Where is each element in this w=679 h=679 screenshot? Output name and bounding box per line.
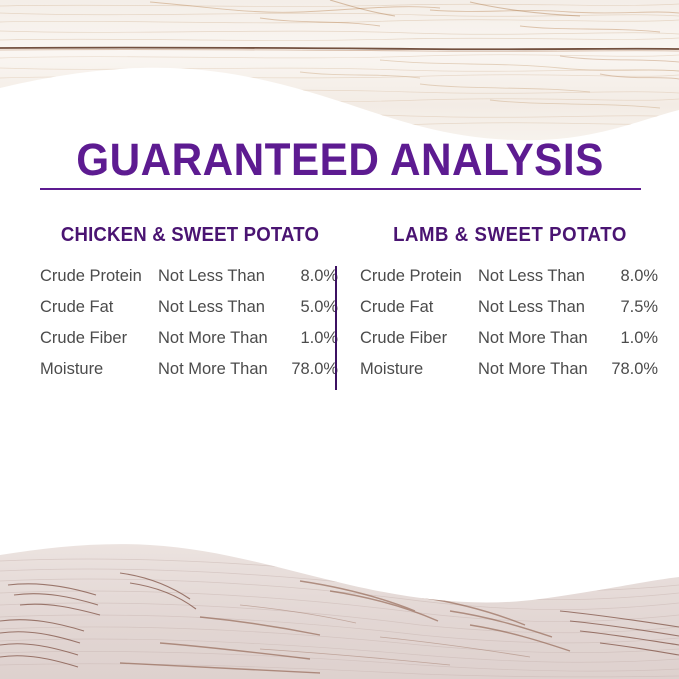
qualifier-label: Not More Than — [478, 328, 588, 347]
nutrient-value: 78.0% — [291, 359, 339, 378]
nutrient-value: 8.0% — [300, 266, 339, 285]
table-row: Crude Fat Not Less Than 7.5% — [360, 291, 660, 322]
title-underline-rule — [40, 188, 641, 190]
nutrient-label: Moisture — [360, 359, 424, 378]
qualifier-label: Not Less Than — [158, 266, 265, 285]
guaranteed-analysis-table-chicken: Crude Protein Not Less Than 8.0% Crude F… — [40, 260, 340, 384]
qualifier-label: Not Less Than — [478, 266, 585, 285]
table-row: Moisture Not More Than 78.0% — [360, 353, 660, 384]
nutrient-label: Crude Fat — [360, 297, 434, 316]
table-row: Crude Fat Not Less Than 5.0% — [40, 291, 340, 322]
nutrient-value: 5.0% — [300, 297, 339, 316]
nutrient-value: 1.0% — [300, 328, 339, 347]
nutrient-label: Crude Protein — [40, 266, 142, 285]
column-title-chicken-sweet-potato: CHICKEN & SWEET POTATO — [60, 224, 320, 246]
top-wood-graphic — [0, 0, 679, 141]
table-row: Crude Fiber Not More Than 1.0% — [40, 322, 340, 353]
guaranteed-analysis-table-lamb: Crude Protein Not Less Than 8.0% Crude F… — [360, 260, 660, 384]
table-row: Crude Protein Not Less Than 8.0% — [40, 260, 340, 291]
analysis-column-chicken-sweet-potato: CHICKEN & SWEET POTATO Crude Protein Not… — [40, 224, 340, 384]
qualifier-label: Not Less Than — [478, 297, 585, 316]
nutrient-value: 1.0% — [620, 328, 659, 347]
nutrient-value: 7.5% — [620, 297, 659, 316]
nutrient-label: Moisture — [40, 359, 104, 378]
nutrient-label: Crude Fat — [40, 297, 114, 316]
nutrient-label: Crude Fiber — [360, 328, 448, 347]
bottom-wood-graphic — [0, 544, 679, 679]
column-divider — [335, 266, 337, 390]
table-row: Moisture Not More Than 78.0% — [40, 353, 340, 384]
analysis-columns: CHICKEN & SWEET POTATO Crude Protein Not… — [0, 224, 679, 384]
nutrient-value: 78.0% — [611, 359, 659, 378]
nutrient-value: 8.0% — [620, 266, 659, 285]
table-row: Crude Fiber Not More Than 1.0% — [360, 322, 660, 353]
title-block: GUARANTEED ANALYSIS — [40, 136, 640, 184]
top-wood-texture-band — [0, 0, 679, 150]
qualifier-label: Not More Than — [158, 328, 268, 347]
qualifier-label: Not Less Than — [158, 297, 265, 316]
column-title-lamb-sweet-potato: LAMB & SWEET POTATO — [393, 224, 627, 246]
table-row: Crude Protein Not Less Than 8.0% — [360, 260, 660, 291]
page-title: GUARANTEED ANALYSIS — [76, 134, 604, 185]
analysis-column-lamb-sweet-potato: LAMB & SWEET POTATO Crude Protein Not Le… — [360, 224, 660, 384]
nutrient-label: Crude Protein — [360, 266, 462, 285]
qualifier-label: Not More Than — [478, 359, 588, 378]
nutrient-label: Crude Fiber — [40, 328, 128, 347]
bottom-wood-texture-band — [0, 525, 679, 679]
qualifier-label: Not More Than — [158, 359, 268, 378]
